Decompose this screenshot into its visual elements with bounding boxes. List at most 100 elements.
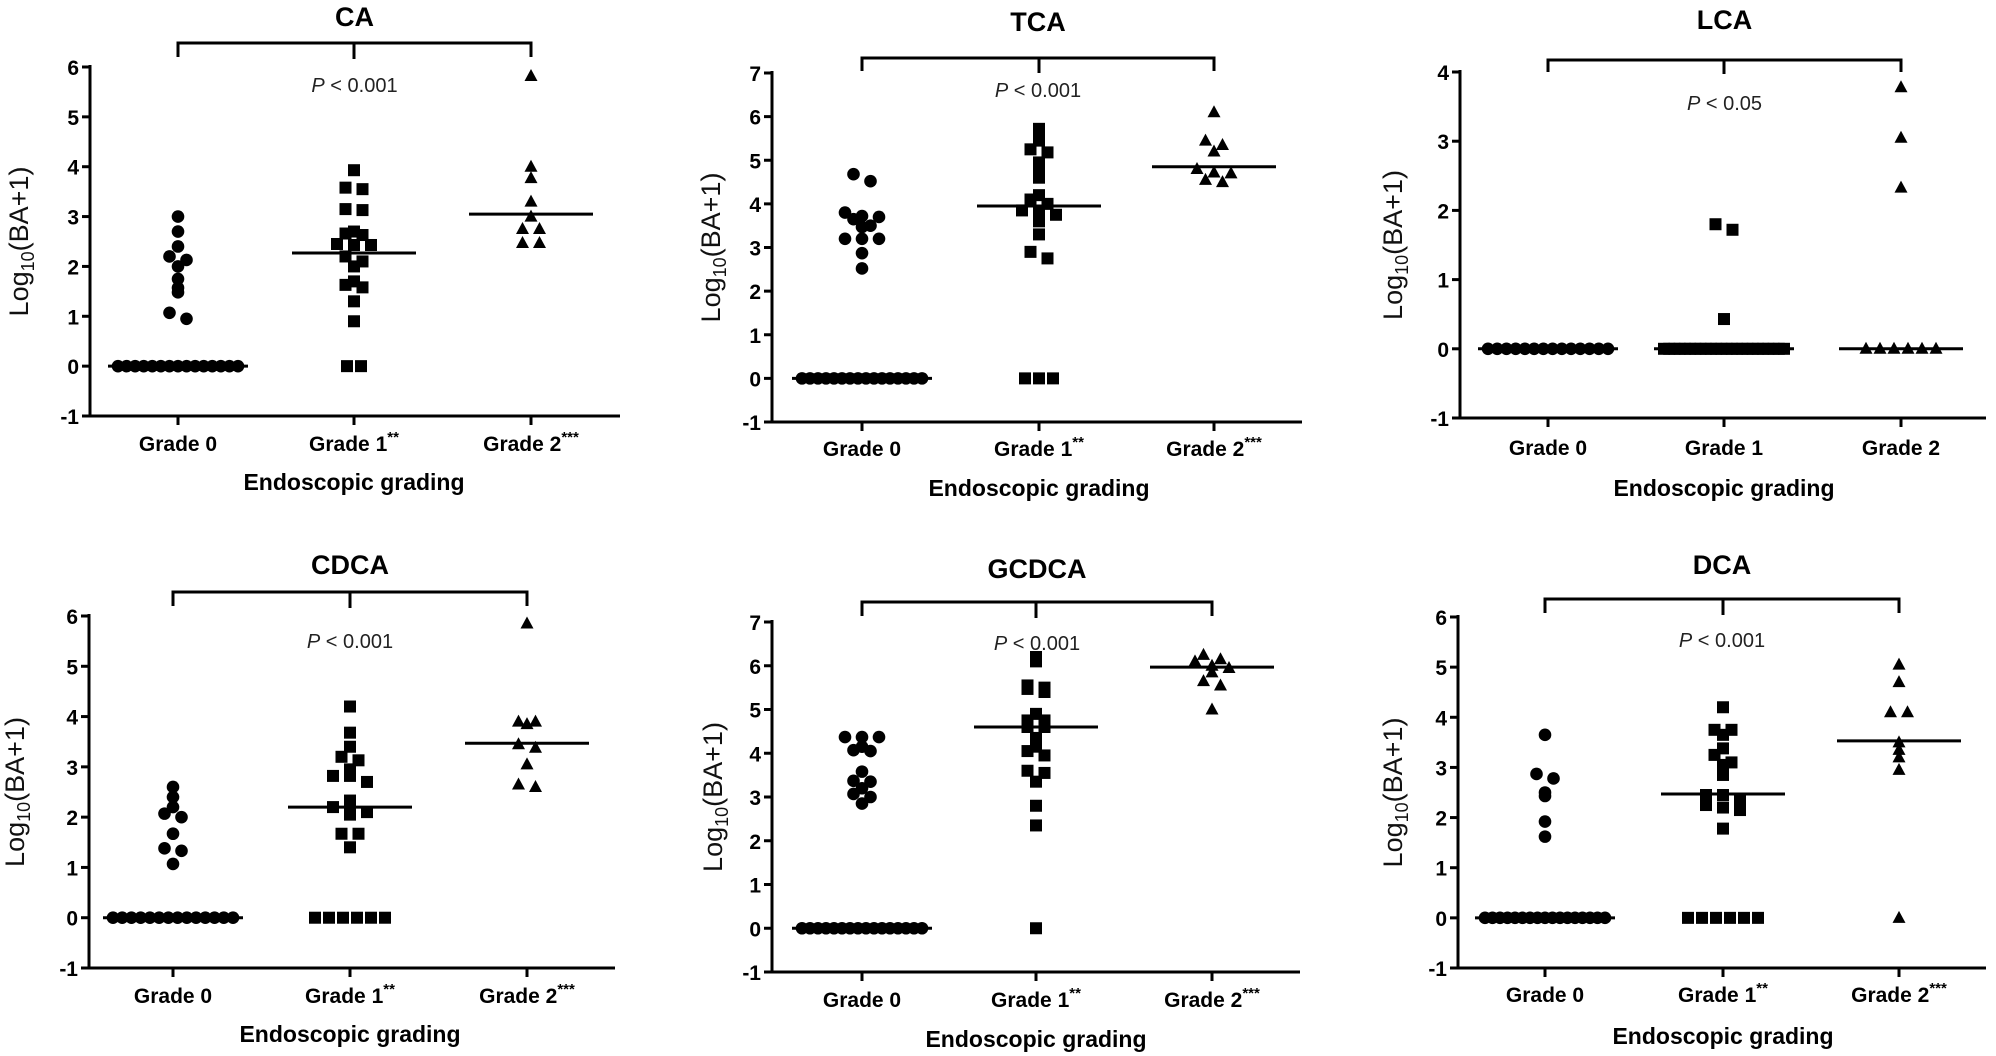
grade-label: Grade 0 xyxy=(1509,437,1587,460)
data-point-triangle xyxy=(516,222,529,235)
significance-bracket xyxy=(860,56,1216,73)
x-tick-label: Grade 2*** xyxy=(1164,985,1260,1012)
significance-stars: *** xyxy=(1244,434,1262,451)
grade-label: Grade 1 xyxy=(309,433,388,456)
data-point-circle xyxy=(171,281,185,295)
x-tick-label: Grade 2*** xyxy=(483,429,579,456)
y-tick-label: 1 xyxy=(66,857,78,880)
grade-label: Grade 2 xyxy=(1164,989,1242,1012)
data-point-square xyxy=(1682,911,1694,924)
y-axis-label: Log10(BA+1) xyxy=(4,167,38,317)
data-point-square xyxy=(1030,799,1042,812)
p-value-text: < 0.001 xyxy=(320,631,393,653)
data-point-square xyxy=(352,754,365,767)
significance-stars: *** xyxy=(561,429,579,446)
data-point-square xyxy=(365,238,377,251)
y-tick-label: 0 xyxy=(1435,908,1447,931)
grade-label: Grade 1 xyxy=(1685,437,1764,460)
data-point-square xyxy=(1033,122,1045,135)
data-point-square xyxy=(1738,911,1750,924)
y-tick-label: 2 xyxy=(749,281,761,304)
x-tick-label: Grade 1** xyxy=(991,985,1081,1012)
data-point-square xyxy=(348,295,360,308)
data-point-circle xyxy=(1538,728,1552,742)
grade-label: Grade 2 xyxy=(1851,984,1929,1007)
data-point-square xyxy=(365,911,377,924)
data-point-square xyxy=(323,911,335,924)
data-point-circle xyxy=(163,250,176,263)
data-point-circle xyxy=(872,210,886,224)
grade-label: Grade 0 xyxy=(823,438,901,461)
significance-stars: ** xyxy=(1756,980,1768,997)
x-axis-label: Endoscopic grading xyxy=(1612,1023,1833,1049)
panel-ca: CA P < 0.001 -1 0 1 2 3 4 5 6 Log10(BA+1) Endoscopi… xyxy=(4,2,620,495)
y-tick-label: 0 xyxy=(749,368,761,391)
y-axis-label: Log10(BA+1) xyxy=(0,717,34,867)
data-point-circle xyxy=(1530,767,1543,781)
grade-label: Grade 2 xyxy=(1862,437,1940,460)
significance-bracket xyxy=(176,41,533,59)
data-point-square xyxy=(1030,651,1042,663)
y-axis-label: Log10(BA+1) xyxy=(696,173,730,323)
data-point-triangle xyxy=(1901,705,1914,718)
y-label-subscript: 10 xyxy=(18,251,38,271)
grade-label: Grade 2 xyxy=(483,433,561,456)
data-point-square xyxy=(344,763,356,776)
panel-title: CA xyxy=(335,2,374,32)
group-2: Grade 2*** xyxy=(465,616,589,1008)
y-tick-label: -1 xyxy=(1428,958,1447,981)
significance-bracket xyxy=(1546,58,1903,74)
data-point-square xyxy=(335,750,348,763)
data-point-square xyxy=(344,841,356,854)
data-point-triangle xyxy=(529,779,542,792)
x-tick-label: Grade 1** xyxy=(309,429,399,456)
data-point-triangle xyxy=(1884,705,1897,718)
group-2: Grade 2*** xyxy=(1837,657,1961,1007)
data-point-circle xyxy=(872,232,886,246)
data-point-triangle xyxy=(1894,130,1908,143)
data-point-circle xyxy=(166,790,180,804)
grade-label: Grade 0 xyxy=(823,989,901,1012)
data-point-square xyxy=(348,275,360,288)
data-point-triangle xyxy=(1197,674,1210,687)
p-value-text: < 0.001 xyxy=(1692,630,1765,652)
data-point-circle xyxy=(163,306,176,320)
group-2: Grade 2*** xyxy=(1152,105,1276,461)
data-point-square xyxy=(351,911,363,924)
data-point-triangle xyxy=(1207,165,1221,178)
data-point-circle xyxy=(864,775,877,788)
y-tick-label: -1 xyxy=(59,958,78,981)
panel-lca: LCA P < 0.05 -1 0 1 2 3 4 Log10(BA+1) Endoscopic … xyxy=(1378,5,1986,501)
data-point-circle xyxy=(855,765,869,778)
group-0: Grade 0 xyxy=(792,730,932,1012)
data-point-triangle xyxy=(1214,652,1227,665)
data-point-square xyxy=(1038,766,1051,779)
y-tick-label: 1 xyxy=(1435,858,1447,881)
data-point-triangle xyxy=(524,159,538,172)
p-symbol: P xyxy=(1687,93,1701,115)
data-point-circle xyxy=(166,800,180,814)
data-point-square xyxy=(1734,794,1746,807)
data-point-square xyxy=(1734,804,1746,817)
group-0: Grade 0 xyxy=(103,780,243,1008)
p-symbol: P xyxy=(995,80,1009,102)
y-tick-label: 6 xyxy=(749,656,761,679)
data-point-square xyxy=(344,726,356,739)
data-point-circle xyxy=(171,225,185,238)
y-tick-label: 1 xyxy=(749,875,761,898)
data-point-square xyxy=(1030,731,1042,744)
data-point-square xyxy=(1047,372,1059,385)
y-label-subscript: 10 xyxy=(1392,255,1412,275)
y-label-base: Log xyxy=(698,827,728,872)
x-axis-label: Endoscopic grading xyxy=(928,475,1149,501)
data-point-square xyxy=(1725,756,1738,769)
data-point-triangle xyxy=(1188,654,1202,667)
data-point-circle xyxy=(175,844,188,858)
y-tick-label: -1 xyxy=(60,406,79,429)
data-point-square xyxy=(1710,911,1722,924)
x-axis-label: Endoscopic grading xyxy=(239,1021,460,1047)
data-point-square xyxy=(1033,228,1045,241)
y-label-base: Log xyxy=(1378,822,1408,867)
data-point-triangle xyxy=(1892,910,1906,923)
p-value-label: P < 0.001 xyxy=(307,631,393,653)
